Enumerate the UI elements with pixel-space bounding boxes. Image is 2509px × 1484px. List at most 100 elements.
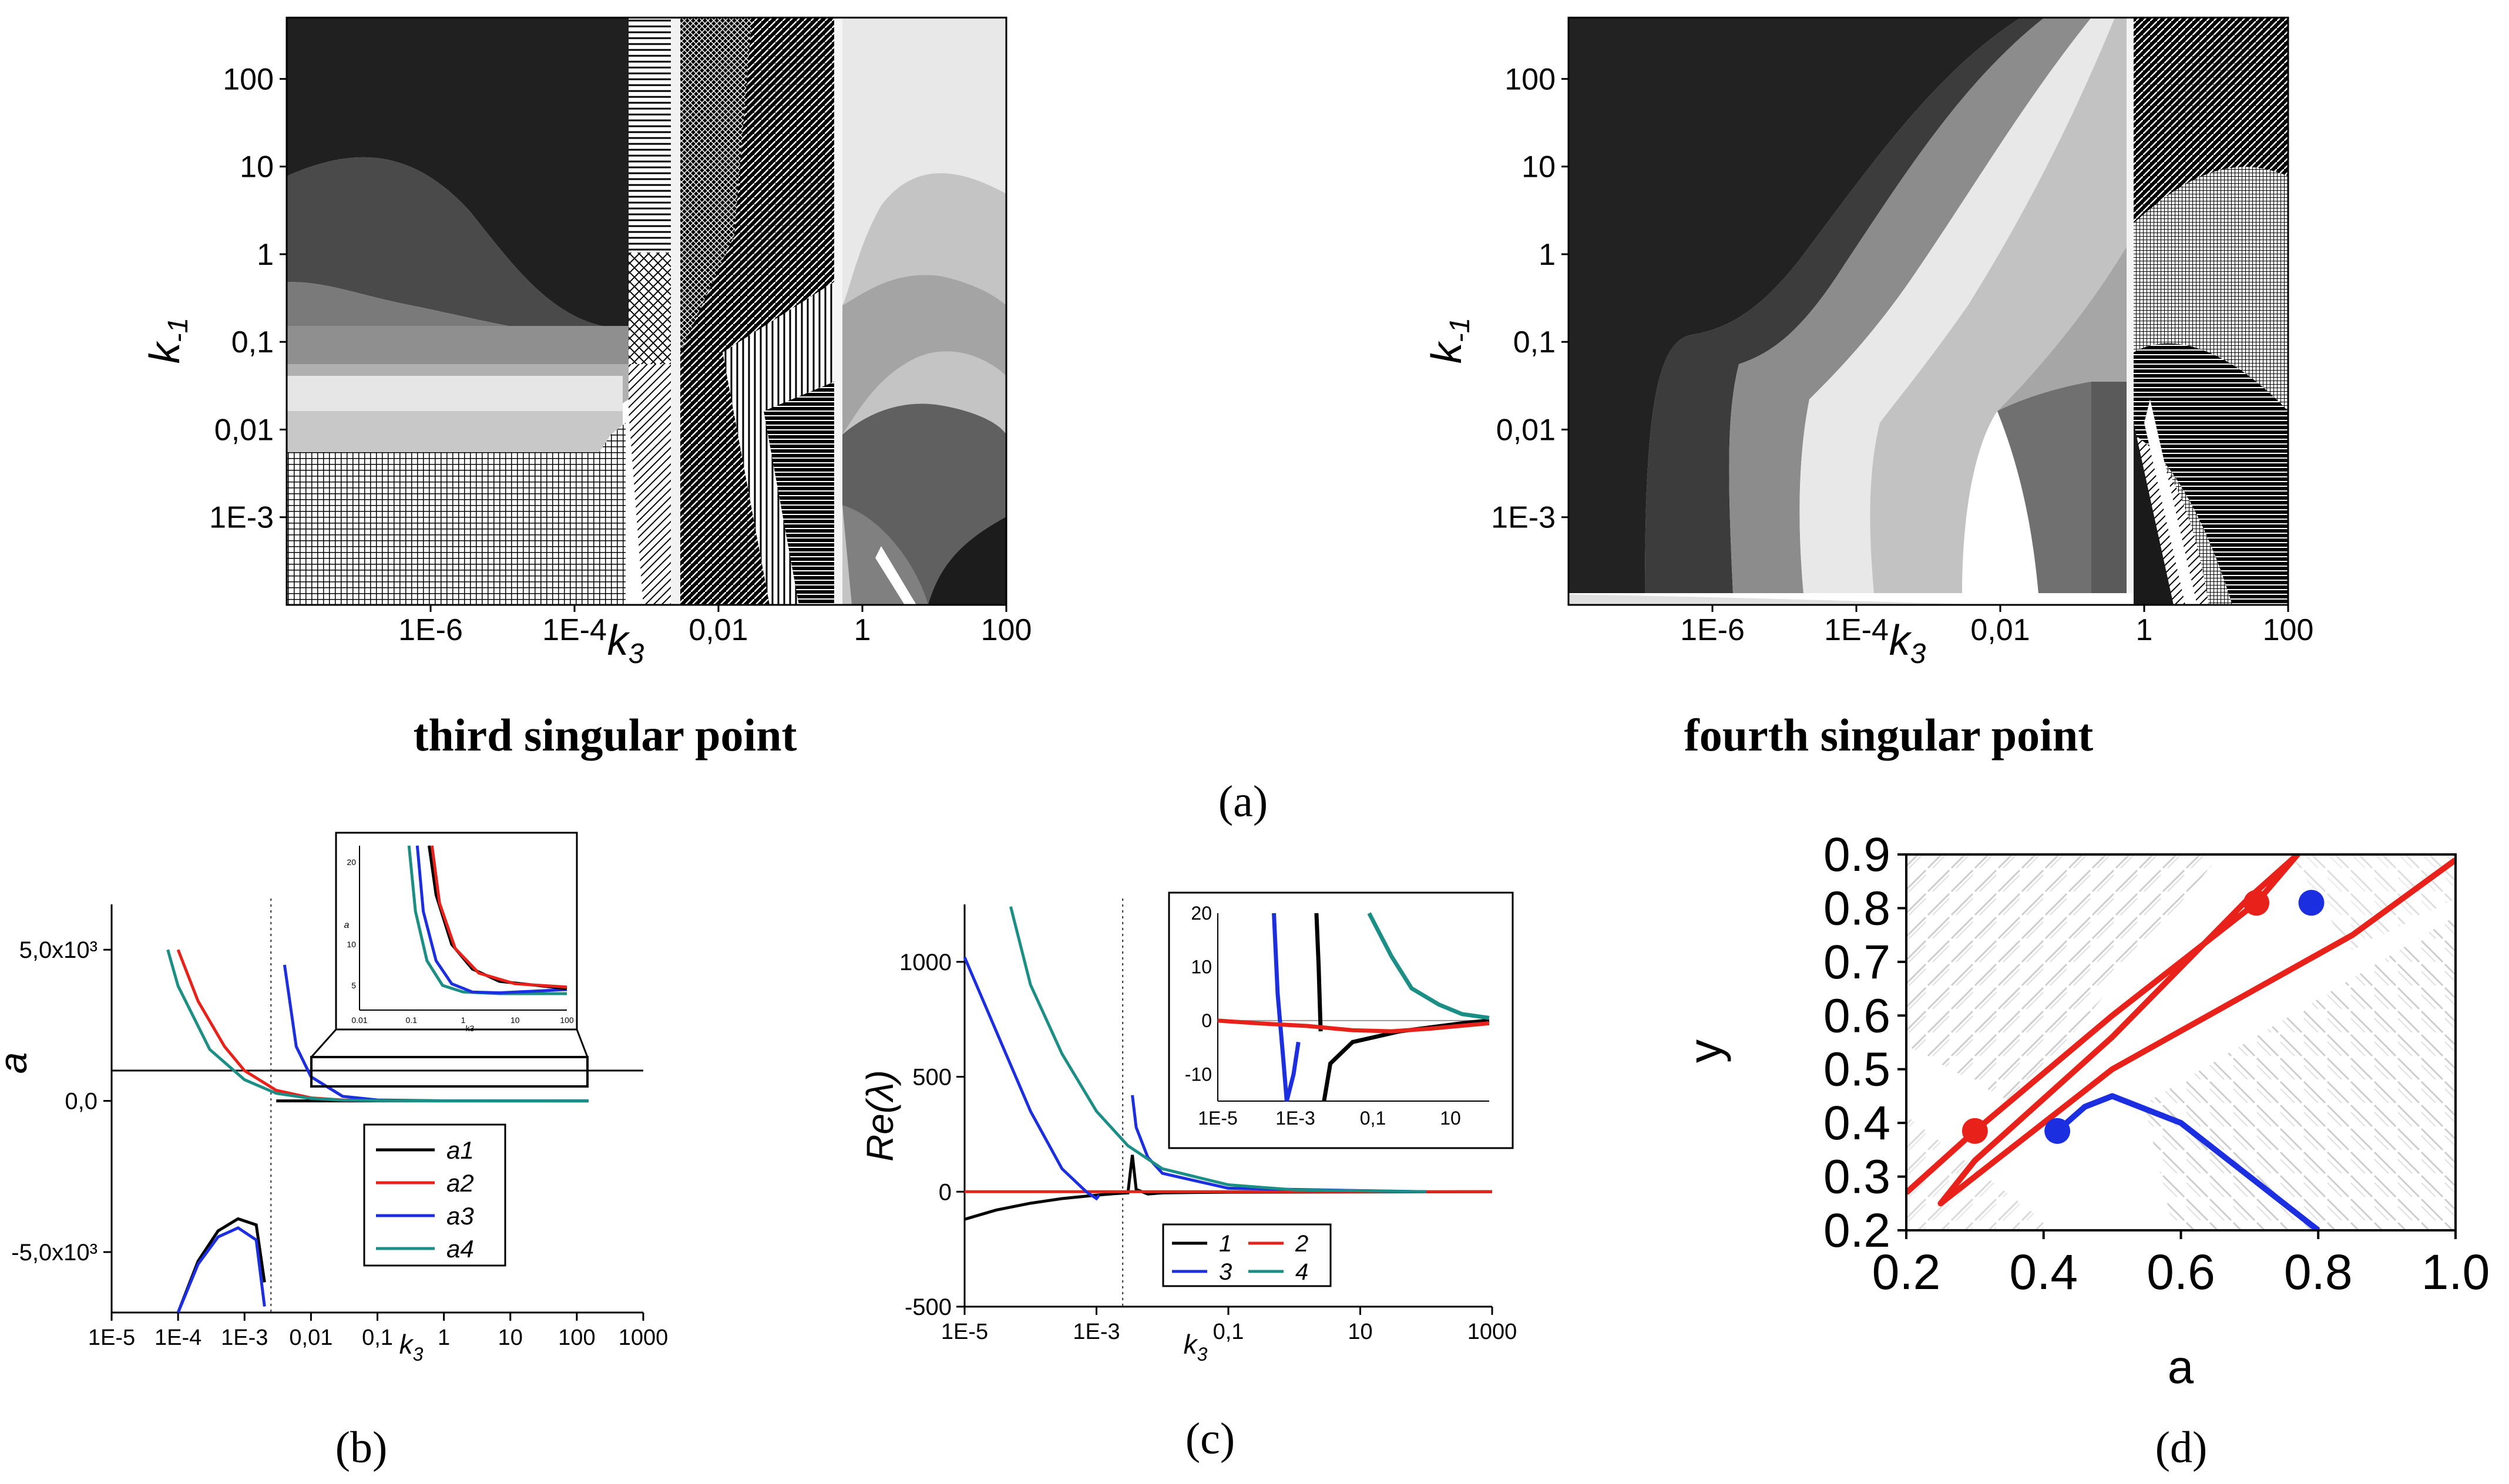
inset-xtick-b: 100 [560, 1015, 574, 1025]
inset-series-c-1 [1314, 913, 1323, 1032]
xtick-b: 1000 [619, 1325, 669, 1350]
inset-ytick-c: 20 [1191, 903, 1212, 924]
region-darkest [1568, 18, 2021, 593]
inset-xtick-b: 0.01 [351, 1015, 367, 1025]
ytick-d: 0.6 [1823, 989, 1890, 1042]
legend-c: 1 2 3 4 [1162, 1223, 1332, 1287]
ytick-a_left: 10 [240, 150, 274, 184]
inset-xtick-c: 1E-5 [1198, 1108, 1238, 1129]
xtick-a_left: 1E-6 [398, 613, 463, 647]
ytick-d: 0.2 [1823, 1204, 1890, 1257]
inset-series-c-4 [1367, 912, 1490, 1020]
ytick-d: 0.8 [1823, 881, 1890, 935]
trajectory-red [1906, 854, 2456, 1207]
legend-label-c-1: 1 [1219, 1231, 1232, 1257]
title-a-right: fourth singular point [1684, 709, 2093, 760]
line-chart-b: a k3 0.01 0.1 1 10 100 20 10 5 k3 a a1 a2 a3 a4 [0, 832, 643, 1365]
xtick-b: 1E-5 [88, 1325, 135, 1350]
xtick-c: 1E-3 [1073, 1320, 1120, 1344]
xtick-b: 1E-4 [154, 1325, 201, 1350]
heatmap-fourth-singular-point: k-1 k3 fourth singular point [1423, 16, 2289, 760]
trajectory-blue [2055, 1093, 2320, 1230]
xtick-a_right: 0,01 [1970, 613, 2030, 647]
frame-a-left [286, 16, 1007, 606]
ytick-a_right: 0,01 [1496, 413, 1556, 447]
panel-c-label: (c) [1185, 1414, 1235, 1463]
inset-ytick-b: 10 [347, 940, 356, 949]
ytick-d: 0.5 [1823, 1043, 1890, 1096]
xtick-a_left: 1 [854, 613, 871, 647]
ytick-d: 0.4 [1823, 1096, 1890, 1150]
inset-ytick-c: 0 [1201, 1010, 1212, 1031]
inset-xtick-b: 10 [510, 1015, 520, 1025]
ytick-d: 0.9 [1823, 828, 1890, 881]
line-chart-c: Re(λ) k3 1E-5 1E-3 0,1 10 20 10 0 -10 1 2 3 4 [859, 891, 1514, 1365]
inset-b [335, 832, 578, 1031]
frame-a-right [1567, 16, 2289, 606]
inset-ytick-b: 20 [347, 857, 356, 867]
inset-xtick-c: 1E-3 [1275, 1108, 1315, 1129]
series-b-a3 [176, 1226, 266, 1313]
xlabel-d: a [2168, 1341, 2194, 1393]
xlabel-a-right: k3 [1889, 617, 1926, 669]
region-horizontal [629, 18, 671, 253]
xtick-b: 0,01 [289, 1325, 332, 1350]
region-cross [629, 253, 671, 364]
inset-series-c-3b [1284, 1041, 1301, 1102]
inset-ylabel-b: a [344, 920, 350, 930]
region-light [1799, 18, 2115, 593]
xtick-d: 0.2 [1872, 1244, 1941, 1300]
series-b-a4 [166, 949, 589, 1103]
xtick-a_left: 100 [981, 613, 1032, 647]
xtick-a_right: 1E-4 [1824, 613, 1889, 647]
ytick-c: 0 [939, 1179, 952, 1205]
region-darkest [287, 18, 629, 329]
xtick-b: 1 [438, 1325, 450, 1350]
series-c-3 [963, 957, 1101, 1201]
region-diag-dark [2134, 18, 2288, 223]
ylabel-a-right: k-1 [1423, 318, 1476, 364]
xtick-b: 0,1 [362, 1325, 393, 1350]
ytick-a_left: 100 [223, 62, 274, 96]
fixed-point-blue [2044, 1118, 2071, 1144]
ytick-b: 5,0x10³ [19, 937, 98, 963]
region-grid [287, 423, 626, 605]
ytick-a_right: 1E-3 [1491, 501, 1556, 535]
ytick-d: 0.3 [1823, 1150, 1890, 1204]
legend-label-b-a1: a1 [446, 1136, 474, 1164]
inset-series-c-3 [1272, 913, 1289, 1102]
ytick-a_right: 100 [1504, 62, 1556, 96]
xtick-a_right: 1 [2136, 613, 2153, 647]
legend-label-c-2: 2 [1295, 1231, 1308, 1257]
legend-label-c-3: 3 [1219, 1259, 1232, 1285]
region-crossdark [680, 18, 752, 352]
xtick-a_left: 0,01 [688, 613, 748, 647]
phase-portrait-d: y a [1679, 853, 2457, 1393]
inset-ytick-b: 5 [351, 981, 356, 990]
ytick-a_right: 10 [1521, 150, 1556, 184]
xtick-a_right: 1E-6 [1680, 613, 1745, 647]
inset-series-b-a3 [415, 845, 567, 995]
inset-series-c-1b [1322, 1018, 1490, 1102]
inset-ytick-c: -10 [1185, 1064, 1212, 1085]
xtick-a_left: 1E-4 [542, 613, 607, 647]
xtick-d: 1.0 [2421, 1244, 2490, 1300]
ytick-a_left: 0,01 [214, 413, 274, 447]
xtick-d: 0.8 [2284, 1244, 2353, 1300]
ytick-d: 0.7 [1823, 936, 1890, 989]
ylabel-c: Re(λ) [859, 1070, 901, 1162]
xtick-b: 100 [558, 1325, 595, 1350]
region-mid [1729, 18, 2091, 593]
zoom-box-b [310, 1056, 589, 1088]
inset-xtick-b: 1 [461, 1015, 466, 1025]
region-hatch [629, 364, 671, 605]
title-a-left: third singular point [413, 709, 797, 760]
ytick-c: 1000 [899, 950, 952, 975]
legend-label-b-a3: a3 [446, 1202, 474, 1230]
ytick-a_left: 0,1 [231, 325, 274, 359]
xtick-c: 0,1 [1213, 1320, 1244, 1344]
xtick-a_right: 100 [2263, 613, 2314, 647]
ytick-a_left: 1E-3 [209, 501, 274, 535]
inset-xtick-c: 10 [1440, 1108, 1461, 1129]
